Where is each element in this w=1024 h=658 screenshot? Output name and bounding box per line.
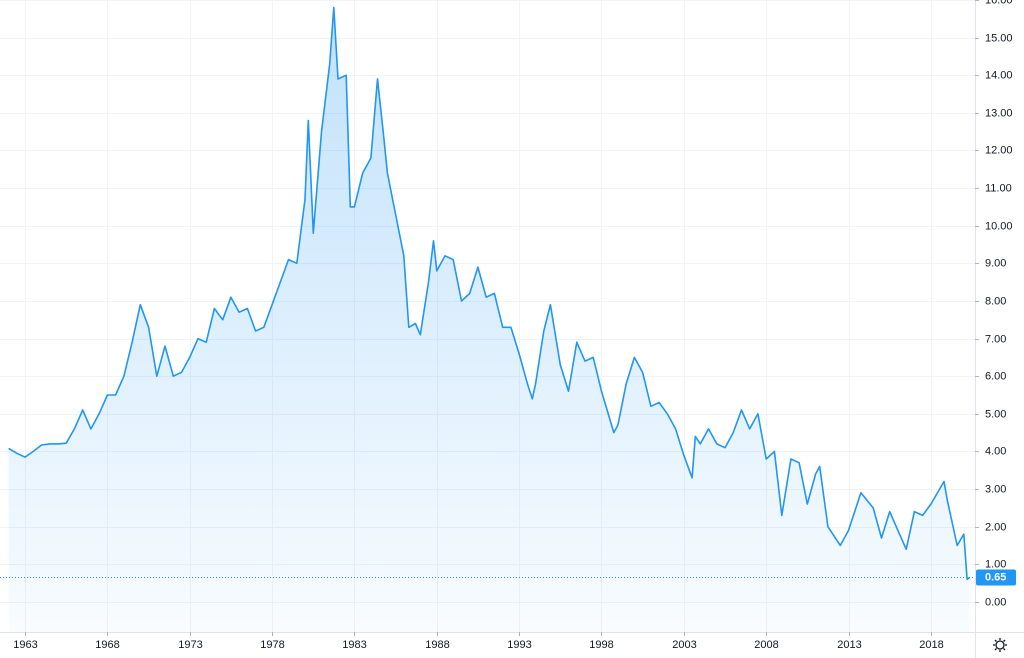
y-tick-label: 4.00 — [985, 445, 1006, 457]
x-tick-label: 1988 — [425, 639, 449, 651]
x-tick-label: 2013 — [837, 639, 861, 651]
y-tick-label: 11.00 — [985, 182, 1012, 194]
x-tick-label: 1983 — [342, 639, 366, 651]
plot — [0, 6, 975, 632]
price-line — [8, 6, 971, 581]
y-tick-label: 12.00 — [985, 144, 1013, 156]
x-tick-label: 2003 — [672, 639, 696, 651]
x-tick-label: 2018 — [919, 639, 943, 651]
settings-icon[interactable] — [993, 638, 1007, 652]
x-tick-label: 2008 — [754, 639, 778, 651]
x-tick-label: 1978 — [260, 639, 284, 651]
y-tick-label: 16.00 — [985, 0, 1013, 6]
x-tick-label: 1993 — [507, 639, 531, 651]
y-tick-label: 15.00 — [985, 32, 1013, 44]
area-fill — [8, 7, 970, 632]
y-tick-label: 1.00 — [985, 558, 1006, 570]
y-tick-label: 14.00 — [985, 69, 1013, 81]
y-tick-label: 13.00 — [985, 107, 1013, 119]
y-tick-label: 9.00 — [985, 257, 1006, 269]
last-price-label: 0.65 — [985, 571, 1006, 583]
x-tick-label: 1998 — [589, 639, 613, 651]
y-tick-label: 7.00 — [985, 333, 1006, 345]
x-tick-label: 1968 — [95, 639, 119, 651]
y-tick-label: 10.00 — [985, 220, 1013, 232]
x-tick-label: 1973 — [178, 639, 202, 651]
y-tick-label: 0.00 — [985, 596, 1006, 608]
y-tick-label: 5.00 — [985, 408, 1006, 420]
y-tick-label: 8.00 — [985, 295, 1006, 307]
y-tick-label: 2.00 — [985, 521, 1006, 533]
y-tick-label: 3.00 — [985, 483, 1006, 495]
last-price-badge — [976, 569, 1016, 586]
y-tick-label: 6.00 — [985, 370, 1006, 382]
x-tick-label: 1963 — [13, 639, 37, 651]
